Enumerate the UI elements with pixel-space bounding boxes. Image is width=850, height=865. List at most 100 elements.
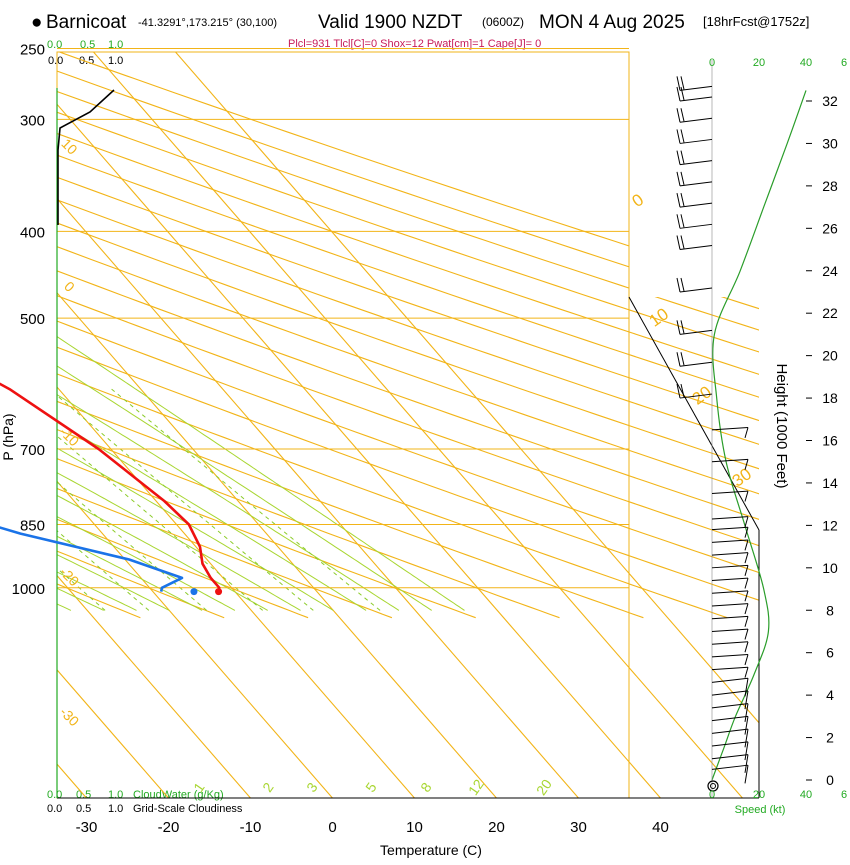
cloud-top-black-tick: 0.0 bbox=[48, 55, 63, 67]
mixing-ratio-label: 12 bbox=[465, 776, 487, 798]
wind-barb bbox=[677, 193, 712, 207]
isotherm-label: -30 bbox=[57, 704, 83, 730]
pressure-tick-label: 500 bbox=[20, 311, 45, 328]
wind-barb bbox=[712, 629, 748, 639]
site-name: Barnicoat bbox=[46, 12, 127, 33]
cloud-top-black-tick: 0.5 bbox=[79, 55, 94, 67]
isotherm-label: 0 bbox=[61, 278, 78, 295]
cloud-scale-top: 0.0 0.5 1.0 0.0 0.5 1.0 bbox=[47, 39, 123, 67]
mixing-ratio-line bbox=[112, 389, 381, 610]
temperature-tick-label: -20 bbox=[158, 819, 180, 836]
x-axis-title: Temperature (C) bbox=[380, 842, 482, 858]
plot-frame bbox=[57, 52, 629, 798]
wind-barb bbox=[712, 591, 748, 601]
temperature-tick-label: 30 bbox=[570, 819, 587, 836]
wind-barb bbox=[712, 655, 748, 665]
speed-bottom-tick: 0 bbox=[709, 789, 715, 801]
surface-dewpoint-marker bbox=[190, 588, 197, 595]
wind-barb bbox=[712, 604, 748, 614]
height-tick-label: 4 bbox=[826, 687, 834, 703]
temperature-tick-label: 40 bbox=[652, 819, 669, 836]
moist-adiabat-line bbox=[0, 0, 104, 610]
wind-barb bbox=[712, 765, 748, 783]
height-tick-label: 32 bbox=[822, 93, 838, 109]
height-tick-label: 10 bbox=[822, 560, 838, 576]
cloud-bottom-black-tick: 0.5 bbox=[76, 803, 91, 815]
height-tick-label: 6 bbox=[826, 645, 834, 661]
isotherm-line bbox=[0, 52, 278, 830]
speed-top-tick: 6 bbox=[841, 57, 847, 69]
height-tick-label: 26 bbox=[822, 220, 838, 236]
height-tick-label: 20 bbox=[822, 348, 838, 364]
pressure-tick-label: 300 bbox=[20, 112, 45, 129]
wind-barb bbox=[712, 667, 748, 677]
wind-barb bbox=[677, 278, 712, 292]
temperature-tick-label: 10 bbox=[406, 819, 423, 836]
wind-barb bbox=[712, 553, 748, 563]
background-boundary-line bbox=[629, 297, 759, 530]
sounding-profiles bbox=[0, 71, 222, 595]
wind-barb bbox=[712, 616, 748, 626]
pressure-tick-label: 700 bbox=[20, 442, 45, 459]
height-tick-label: 28 bbox=[822, 178, 838, 194]
moist-adiabat-line bbox=[0, 0, 399, 610]
wind-barb bbox=[712, 704, 748, 722]
wind-barb bbox=[712, 742, 748, 760]
wind-barb bbox=[677, 129, 712, 143]
wind-barb bbox=[677, 151, 712, 165]
wind-barb bbox=[677, 108, 712, 122]
isotherm-line bbox=[0, 52, 196, 830]
height-tick-label: 12 bbox=[822, 517, 838, 533]
wind-barb bbox=[712, 642, 748, 652]
cloudiness-profile-line bbox=[58, 90, 114, 225]
speed-bottom-tick: 6 bbox=[841, 789, 847, 801]
wind-barb bbox=[677, 214, 712, 228]
isotherm-line bbox=[0, 52, 606, 830]
pressure-tick-label: 400 bbox=[20, 224, 45, 241]
speed-top-tick: 40 bbox=[800, 57, 812, 69]
cloud-scale-bottom: 0.0 0.5 1.0 CloudWater (g/Kg) 0.0 0.5 1.… bbox=[47, 789, 243, 815]
mixing-ratio-label: 5 bbox=[362, 779, 380, 795]
temperature-profile-line bbox=[0, 71, 219, 591]
pressure-tick-label: 250 bbox=[20, 42, 45, 59]
wind-barb bbox=[677, 320, 712, 334]
wind-barb bbox=[677, 76, 712, 90]
height-axis-title: Height (1000 Feet) bbox=[773, 363, 790, 488]
height-tick-label: 8 bbox=[826, 602, 834, 618]
temperature-tick-label: -10 bbox=[240, 819, 262, 836]
pressure-tick-label: 850 bbox=[20, 518, 45, 535]
cloud-bottom-black-tick: 1.0 bbox=[108, 803, 123, 815]
cloud-bottom-green-tick: 1.0 bbox=[108, 789, 123, 801]
height-tick-label: 18 bbox=[822, 390, 838, 406]
wind-barb bbox=[677, 87, 712, 101]
speed-axis-label: Speed (kt) bbox=[735, 804, 786, 816]
isotherm-line bbox=[0, 52, 196, 830]
isotherm-line bbox=[0, 52, 606, 830]
forecast-tag: [18hrFcst@1752z] bbox=[703, 14, 809, 29]
cloud-bottom-black-tick: 0.0 bbox=[47, 803, 62, 815]
wind-barbs bbox=[677, 76, 748, 791]
wind-barb bbox=[677, 236, 712, 250]
temperature-tick-label: 0 bbox=[328, 819, 336, 836]
cloud-top-black-tick: 1.0 bbox=[108, 55, 123, 67]
lower-background-extension bbox=[0, 0, 850, 830]
cloud-bottom-green-tick: 0.0 bbox=[47, 789, 62, 801]
valid-time: Valid 1900 NZDT bbox=[318, 12, 463, 33]
speed-top-tick: 20 bbox=[753, 57, 765, 69]
pressure-tick-label: 1000 bbox=[12, 581, 45, 598]
mixing-ratio-label: 8 bbox=[417, 779, 435, 795]
calm-wind-circle-inner bbox=[711, 784, 716, 789]
pressure-gridlines bbox=[57, 49, 629, 588]
site-bullet: ● bbox=[31, 12, 42, 33]
cloud-top-green-tick: 1.0 bbox=[108, 39, 123, 51]
temperature-tick-label: 20 bbox=[488, 819, 505, 836]
wind-barb bbox=[712, 540, 748, 550]
wind-barb bbox=[712, 427, 748, 437]
height-tick-label: 2 bbox=[826, 730, 834, 746]
cloudwater-label: CloudWater (g/Kg) bbox=[133, 789, 224, 801]
surface-temperature-marker bbox=[215, 588, 222, 595]
isotherm-line bbox=[0, 52, 278, 830]
speed-top-tick: 0 bbox=[709, 57, 715, 69]
